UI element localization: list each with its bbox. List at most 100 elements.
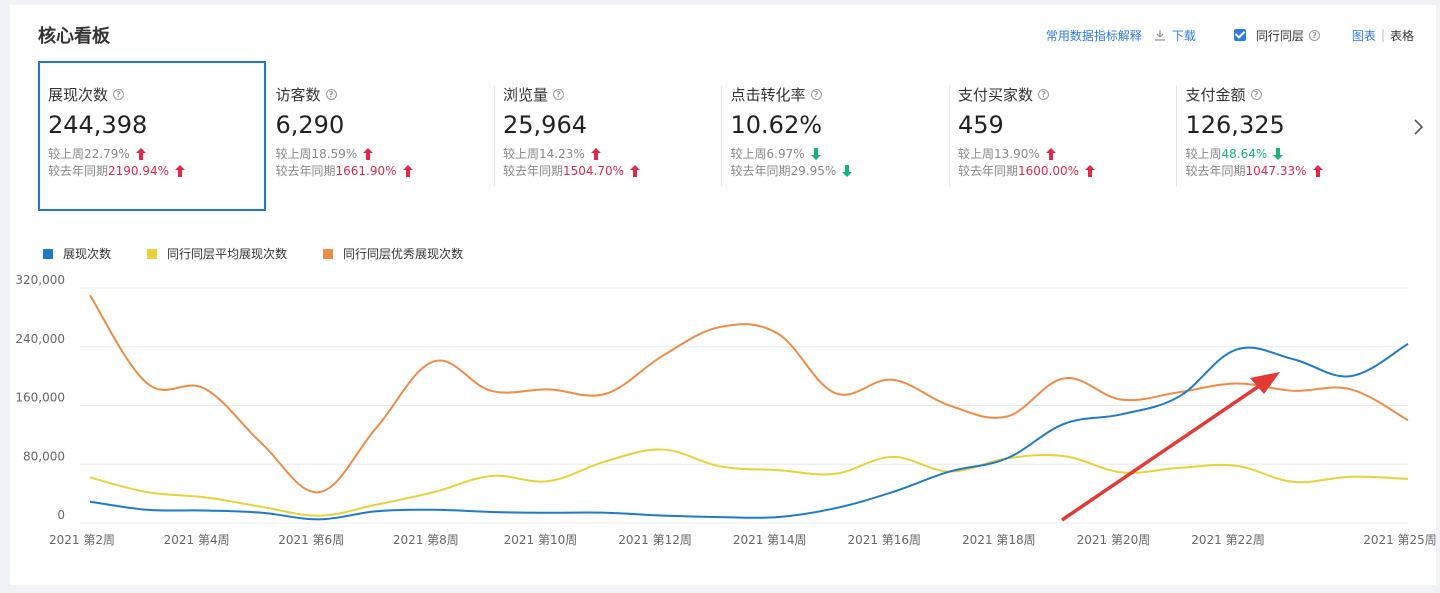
- legend-item[interactable]: 同行同层平均展现次数: [147, 245, 287, 262]
- arrow-up-icon: [1085, 164, 1096, 177]
- arrow-up-icon: [1312, 164, 1323, 177]
- x-tick-label: 2021 第2周: [49, 533, 115, 547]
- download-icon: [1154, 30, 1165, 41]
- metric-yoy: 较去年同期 1661.90%: [275, 163, 494, 178]
- wow-value: 13.90%: [994, 146, 1040, 161]
- x-tick-label: 2021 第6周: [278, 533, 344, 547]
- metric-value: 244,398: [48, 111, 148, 139]
- yoy-value: 2190.94%: [108, 163, 170, 178]
- metric-divider: [493, 85, 495, 187]
- yoy-label: 较去年同期: [503, 164, 564, 178]
- metric-wow: 较上周 22.79%: [48, 146, 264, 161]
- core-dashboard-panel: 核心看板 常用数据指标解释 下载 同行同层 ? 图表 | 表格 展现次数? 244…: [10, 5, 1436, 585]
- series-line[interactable]: [89, 294, 1409, 494]
- metric-yoy: 较去年同期 1600.00%: [958, 164, 1176, 178]
- metric-card[interactable]: 支付金额? 126,325 较上周 48.64% 较去年同期 1047.33%: [1176, 61, 1404, 211]
- metric-wow: 较上周 18.59%: [275, 147, 494, 161]
- metric-card[interactable]: 浏览量? 25,964 较上周 14.23% 较去年同期 1504.70%: [493, 61, 722, 211]
- wow-value: 6.97%: [766, 146, 805, 161]
- yoy-label: 较去年同期: [730, 164, 791, 178]
- arrow-up-icon: [630, 164, 641, 177]
- yoy-label: 较去年同期: [275, 164, 336, 178]
- metric-card[interactable]: 访客数? 6,290 较上周 18.59% 较去年同期 1661.90%: [266, 61, 495, 211]
- series-line[interactable]: [89, 448, 1409, 517]
- view-chart-tab[interactable]: 图表: [1351, 28, 1376, 43]
- legend-label: 同行同层优秀展现次数: [343, 247, 464, 261]
- help-icon[interactable]: ?: [1250, 88, 1262, 100]
- metric-label: 支付买家数?: [958, 85, 1176, 104]
- x-tick-label: 2021 第8周: [393, 533, 459, 547]
- metric-value: 126,325: [1185, 111, 1285, 139]
- wow-label: 较上周: [503, 147, 540, 161]
- metric-card[interactable]: 展现次数? 244,398 较上周 22.79% 较去年同期 2190.94%: [38, 61, 266, 211]
- page-title: 核心看板: [38, 26, 110, 47]
- arrow-down-icon: [1273, 147, 1284, 160]
- help-icon[interactable]: ?: [1038, 88, 1050, 100]
- metric-yoy: 较去年同期 2190.94%: [48, 163, 264, 178]
- metric-yoy: 较去年同期 29.95%: [730, 163, 949, 178]
- metric-label: 展现次数?: [48, 85, 264, 104]
- wow-label: 较上周: [48, 147, 85, 161]
- legend-label: 同行同层平均展现次数: [167, 247, 288, 261]
- x-tick-label: 2021 第18周: [962, 533, 1036, 547]
- metric-help-link[interactable]: 常用数据指标解释: [1045, 28, 1142, 43]
- arrow-up-icon: [1045, 147, 1056, 160]
- metric-value: 459: [958, 111, 1004, 139]
- help-icon[interactable]: ?: [1308, 29, 1320, 41]
- metric-wow: 较上周 48.64%: [1185, 147, 1404, 161]
- wow-label: 较上周: [1185, 147, 1222, 161]
- arrow-down-icon: [842, 164, 853, 177]
- arrow-up-icon: [363, 147, 374, 160]
- toolbar: 常用数据指标解释 下载 同行同层 ? 图表 | 表格: [1046, 25, 1436, 45]
- legend-label: 展现次数: [63, 247, 112, 261]
- x-tick-label: 2021 第4周: [164, 533, 230, 547]
- annotation-arrow-line: [1061, 380, 1266, 522]
- metric-cards: 展现次数? 244,398 较上周 22.79% 较去年同期 2190.94% 访客数? 6,…: [38, 61, 1408, 211]
- yoy-value: 1661.90%: [335, 163, 397, 178]
- metric-label: 访客数?: [276, 85, 494, 104]
- wow-value: 14.23%: [539, 146, 585, 161]
- wow-value: 22.79%: [84, 146, 130, 161]
- yoy-label: 较去年同期: [48, 164, 109, 178]
- y-tick-label: 160,000: [15, 391, 65, 405]
- metric-wow: 较上周 13.90%: [958, 146, 1176, 161]
- metric-value: 10.62%: [730, 111, 823, 139]
- metric-label: 点击转化率?: [731, 85, 949, 104]
- yoy-value: 29.95%: [790, 163, 837, 178]
- legend-swatch: [147, 248, 158, 259]
- arrow-up-icon: [135, 147, 146, 160]
- wow-label: 较上周: [275, 147, 312, 161]
- yoy-label: 较去年同期: [1185, 164, 1246, 178]
- metric-label: 支付金额?: [1186, 85, 1404, 104]
- metric-divider: [1176, 85, 1177, 187]
- help-icon[interactable]: ?: [553, 88, 565, 100]
- x-tick-label: 2021 第20周: [1077, 533, 1151, 547]
- legend-swatch: [323, 248, 334, 259]
- metric-divider: [948, 85, 950, 187]
- arrow-up-icon: [402, 164, 413, 177]
- metric-value: 25,964: [503, 111, 587, 139]
- chart-legend: 展现次数 同行同层平均展现次数 同行同层优秀展现次数: [43, 245, 499, 262]
- download-button[interactable]: 下载: [1154, 27, 1196, 44]
- view-table-tab[interactable]: 表格: [1389, 28, 1414, 43]
- peer-checkbox-toggle[interactable]: 同行同层 ?: [1233, 27, 1320, 44]
- metric-wow: 较上周 14.23%: [503, 146, 721, 161]
- series-line[interactable]: [89, 342, 1409, 521]
- help-icon[interactable]: ?: [810, 88, 822, 100]
- metric-value: 6,290: [275, 111, 345, 139]
- metric-card[interactable]: 支付买家数? 459 较上周 13.90% 较去年同期 1600.00%: [948, 61, 1177, 211]
- peer-checkbox[interactable]: [1233, 29, 1246, 41]
- help-icon[interactable]: ?: [113, 88, 125, 100]
- peer-checkbox-label: 同行同层: [1255, 28, 1304, 43]
- help-icon[interactable]: ?: [325, 88, 337, 100]
- legend-item[interactable]: 展现次数: [43, 245, 111, 262]
- metric-label: 浏览量?: [503, 85, 721, 104]
- yoy-value: 1047.33%: [1245, 163, 1307, 178]
- metric-card[interactable]: 点击转化率? 10.62% 较上周 6.97% 较去年同期 29.95%: [721, 61, 950, 211]
- x-tick-label: 2021 第12周: [618, 533, 692, 547]
- y-tick-label: 0: [57, 508, 65, 522]
- legend-item[interactable]: 同行同层优秀展现次数: [323, 245, 463, 262]
- y-tick-label: 80,000: [23, 449, 65, 463]
- x-tick-label: 2021 第14周: [733, 533, 807, 547]
- chevron-right-icon[interactable]: [1410, 117, 1426, 137]
